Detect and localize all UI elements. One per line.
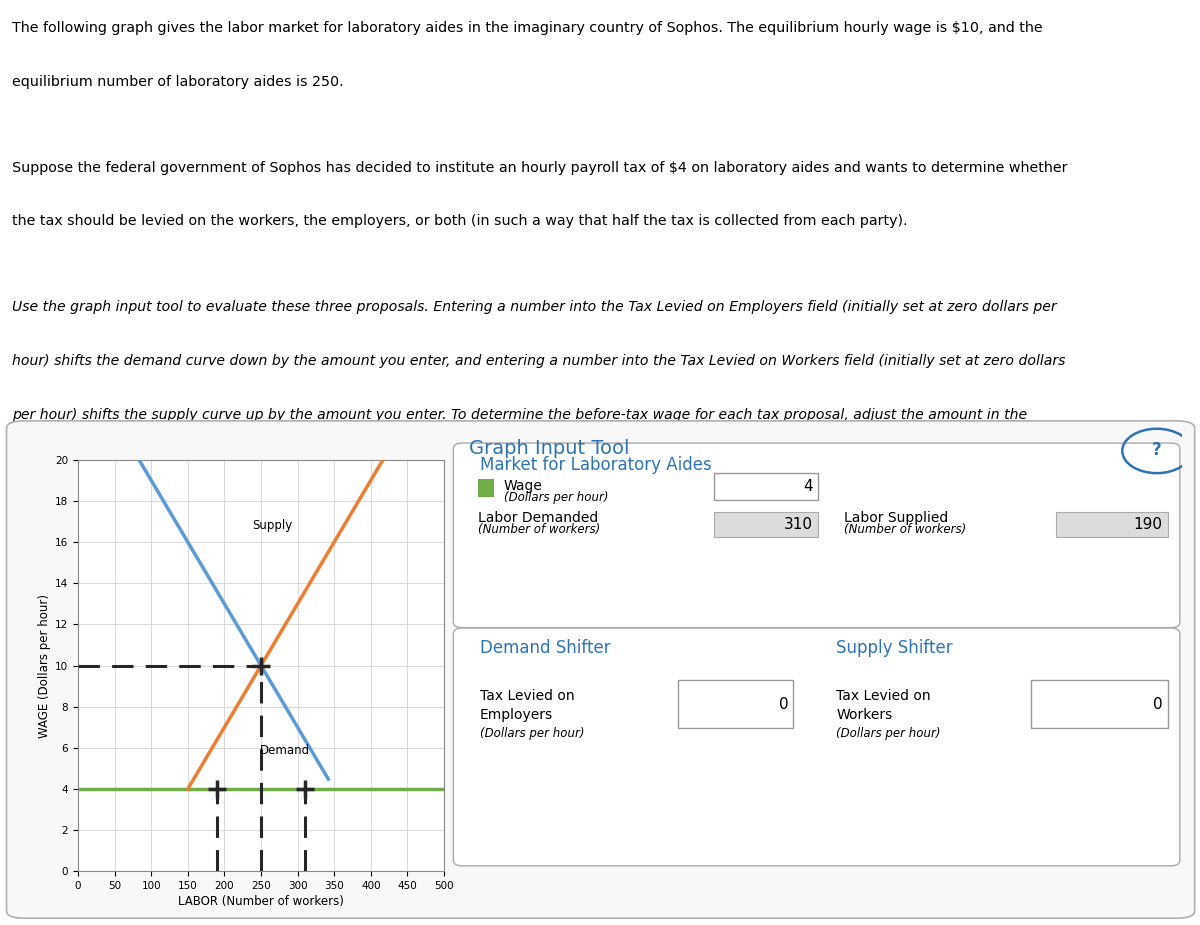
Text: Note: Note — [12, 548, 50, 561]
Text: Tax Levied on: Tax Levied on — [836, 689, 931, 703]
Text: (Dollars per hour): (Dollars per hour) — [504, 490, 608, 504]
Text: Demand: Demand — [259, 744, 310, 757]
Text: (Dollars per hour): (Dollars per hour) — [836, 727, 941, 740]
FancyBboxPatch shape — [714, 473, 818, 500]
FancyBboxPatch shape — [678, 680, 793, 729]
Text: 0: 0 — [779, 697, 788, 712]
Bar — [478, 478, 493, 497]
FancyBboxPatch shape — [454, 443, 1180, 627]
Text: Market for Laboratory Aides: Market for Laboratory Aides — [480, 455, 712, 474]
Text: 190: 190 — [1134, 517, 1163, 533]
Text: ?: ? — [1152, 440, 1162, 459]
Text: Supply: Supply — [252, 519, 293, 532]
Y-axis label: WAGE (Dollars per hour): WAGE (Dollars per hour) — [38, 594, 50, 737]
Text: (Number of workers): (Number of workers) — [844, 523, 966, 536]
Text: hour) shifts the demand curve down by the amount you enter, and entering a numbe: hour) shifts the demand curve down by th… — [12, 354, 1066, 368]
Text: Tax Levied on: Tax Levied on — [480, 689, 575, 703]
FancyBboxPatch shape — [1056, 512, 1168, 537]
Text: the tax should be levied on the workers, the employers, or both (in such a way t: the tax should be levied on the workers,… — [12, 215, 907, 228]
Text: 0: 0 — [1153, 697, 1163, 712]
Text: equilibrium number of laboratory aides is 250.: equilibrium number of laboratory aides i… — [12, 75, 343, 89]
FancyBboxPatch shape — [1031, 680, 1168, 729]
Text: Employers: Employers — [480, 708, 553, 722]
FancyBboxPatch shape — [6, 421, 1195, 919]
Text: 4: 4 — [803, 479, 812, 494]
Text: (Number of workers): (Number of workers) — [478, 523, 600, 536]
Text: Supply Shifter: Supply Shifter — [836, 639, 953, 657]
Text: Wage field until the quantity of labor supplied equals the quantity of labor dem: Wage field until the quantity of labor s… — [12, 462, 1066, 475]
Text: The following graph gives the labor market for laboratory aides in the imaginary: The following graph gives the labor mark… — [12, 21, 1043, 35]
X-axis label: LABOR (Number of workers): LABOR (Number of workers) — [178, 895, 344, 908]
Text: Suppose the federal government of Sophos has decided to institute an hourly payr: Suppose the federal government of Sophos… — [12, 161, 1068, 175]
Text: Use the graph input tool to evaluate these three proposals. Entering a number in: Use the graph input tool to evaluate the… — [12, 301, 1057, 314]
Text: (Dollars per hour): (Dollars per hour) — [480, 727, 584, 740]
Text: 310: 310 — [784, 517, 812, 533]
Text: : Once you enter a value in a white field, the graph and any corresponding amoun: : Once you enter a value in a white fiel… — [49, 548, 950, 561]
Text: Graph Input Tool: Graph Input Tool — [469, 439, 630, 459]
FancyBboxPatch shape — [714, 512, 818, 537]
Text: Demand Shifter: Demand Shifter — [480, 639, 611, 657]
Text: Workers: Workers — [836, 708, 893, 722]
FancyBboxPatch shape — [454, 628, 1180, 866]
Text: Labor Supplied: Labor Supplied — [844, 511, 948, 525]
Text: Wage: Wage — [504, 478, 542, 493]
Text: Labor Demanded: Labor Demanded — [478, 511, 598, 525]
Text: per hour) shifts the supply curve up by the amount you enter. To determine the b: per hour) shifts the supply curve up by … — [12, 408, 1027, 422]
